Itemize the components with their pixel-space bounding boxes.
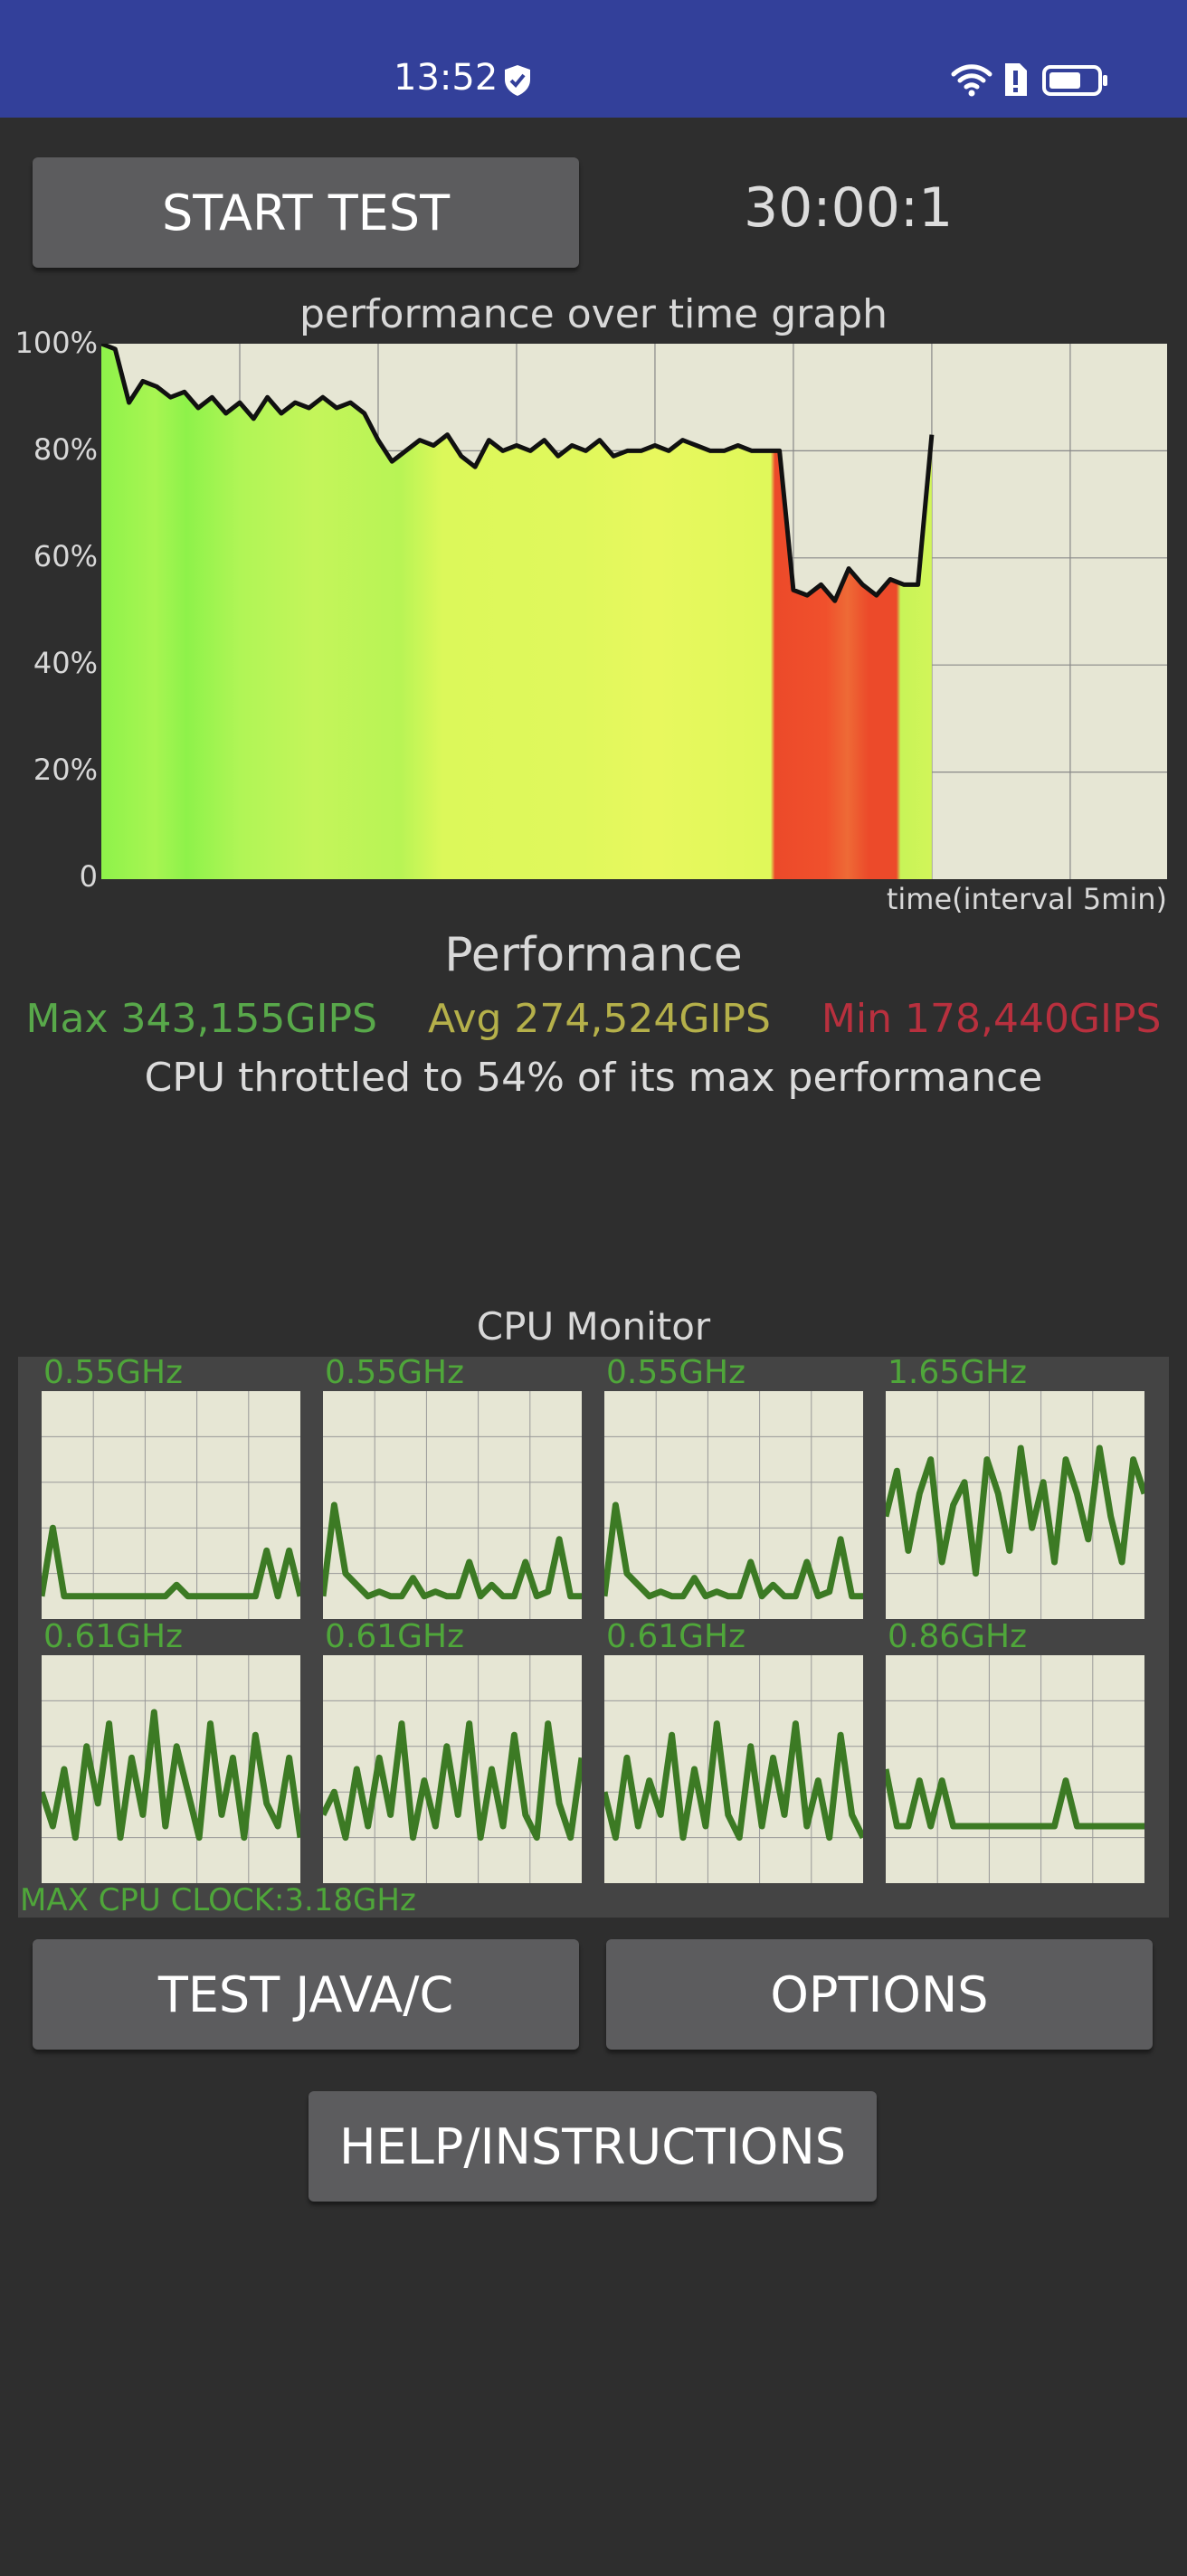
core-graph-background: [323, 1391, 582, 1619]
core-graph: [323, 1655, 582, 1883]
core-load-line: [886, 1768, 1144, 1830]
battery-icon: [1042, 65, 1107, 96]
graph-title: performance over time graph: [299, 291, 888, 337]
core-frequency-label: 0.61GHz: [325, 1618, 465, 1655]
core-graph: [604, 1655, 863, 1883]
sim-alert-icon: [1005, 63, 1027, 96]
core-graph: [886, 1391, 1144, 1619]
options-button[interactable]: OPTIONS: [606, 1939, 1153, 2050]
cpu-monitor-panel: 0.55GHz 0.55GHz 0.55GHz 1.65GHz 0.61GHz 0.61G…: [18, 1357, 1169, 1918]
core-frequency-label: 0.55GHz: [325, 1354, 465, 1391]
core-frequency-label: 0.61GHz: [606, 1618, 746, 1655]
performance-area: [101, 344, 932, 879]
core-load-line: [42, 1524, 300, 1600]
core-graph-background: [604, 1391, 863, 1619]
y-tick-80: 80%: [33, 432, 98, 467]
core-frequency-label: 0.86GHz: [888, 1618, 1028, 1655]
core-load-line: [886, 1444, 1144, 1577]
x-axis-label: time(interval 5min): [886, 882, 1167, 916]
core-load-line: [323, 1720, 582, 1842]
core-graph: [886, 1655, 1144, 1883]
core-load-line: [42, 1709, 300, 1842]
y-tick-0: 0: [79, 859, 98, 894]
core-graph: [323, 1391, 582, 1619]
cpu-monitor-title: CPU Monitor: [476, 1304, 711, 1349]
max-performance: Max 343,155GIPS: [25, 996, 377, 1042]
throttle-text: CPU throttled to 54% of its max performa…: [144, 1055, 1043, 1101]
start-test-button[interactable]: START TEST: [33, 157, 579, 268]
core-load-line: [604, 1720, 863, 1842]
max-cpu-clock: MAX CPU CLOCK:3.18GHz: [20, 1882, 416, 1918]
wifi-icon: [951, 64, 992, 97]
y-tick-20: 20%: [33, 753, 98, 787]
shield-check-icon: [505, 65, 530, 96]
status-time: 13:52: [394, 57, 499, 99]
core-frequency-label: 0.55GHz: [43, 1354, 184, 1391]
avg-performance: Avg 274,524GIPS: [427, 996, 771, 1042]
y-tick-40: 40%: [33, 646, 98, 680]
core-frequency-label: 0.55GHz: [606, 1354, 746, 1391]
test-java-c-button[interactable]: TEST JAVA/C: [33, 1939, 579, 2050]
performance-line: [101, 344, 935, 603]
status-bar: 13:52: [0, 0, 1187, 118]
help-instructions-button[interactable]: HELP/INSTRUCTIONS: [309, 2091, 877, 2202]
core-graph-background: [42, 1391, 300, 1619]
performance-stats: Max 343,155GIPS Avg 274,524GIPS Min 178,…: [0, 999, 1187, 1039]
test-timer: 30:00:1: [744, 176, 954, 240]
core-frequency-label: 1.65GHz: [888, 1354, 1028, 1391]
performance-graph: [101, 344, 1167, 879]
core-load-line: [604, 1501, 863, 1600]
core-frequency-label: 0.61GHz: [43, 1618, 184, 1655]
core-graph: [42, 1655, 300, 1883]
core-graph: [42, 1391, 300, 1619]
y-tick-100: 100%: [14, 326, 98, 360]
core-graph-background: [886, 1655, 1144, 1883]
core-load-line: [323, 1501, 582, 1600]
performance-title: Performance: [444, 928, 743, 982]
core-graph-background: [604, 1655, 863, 1883]
y-tick-60: 60%: [33, 539, 98, 573]
min-performance: Min 178,440GIPS: [821, 996, 1162, 1042]
core-graph: [604, 1391, 863, 1619]
